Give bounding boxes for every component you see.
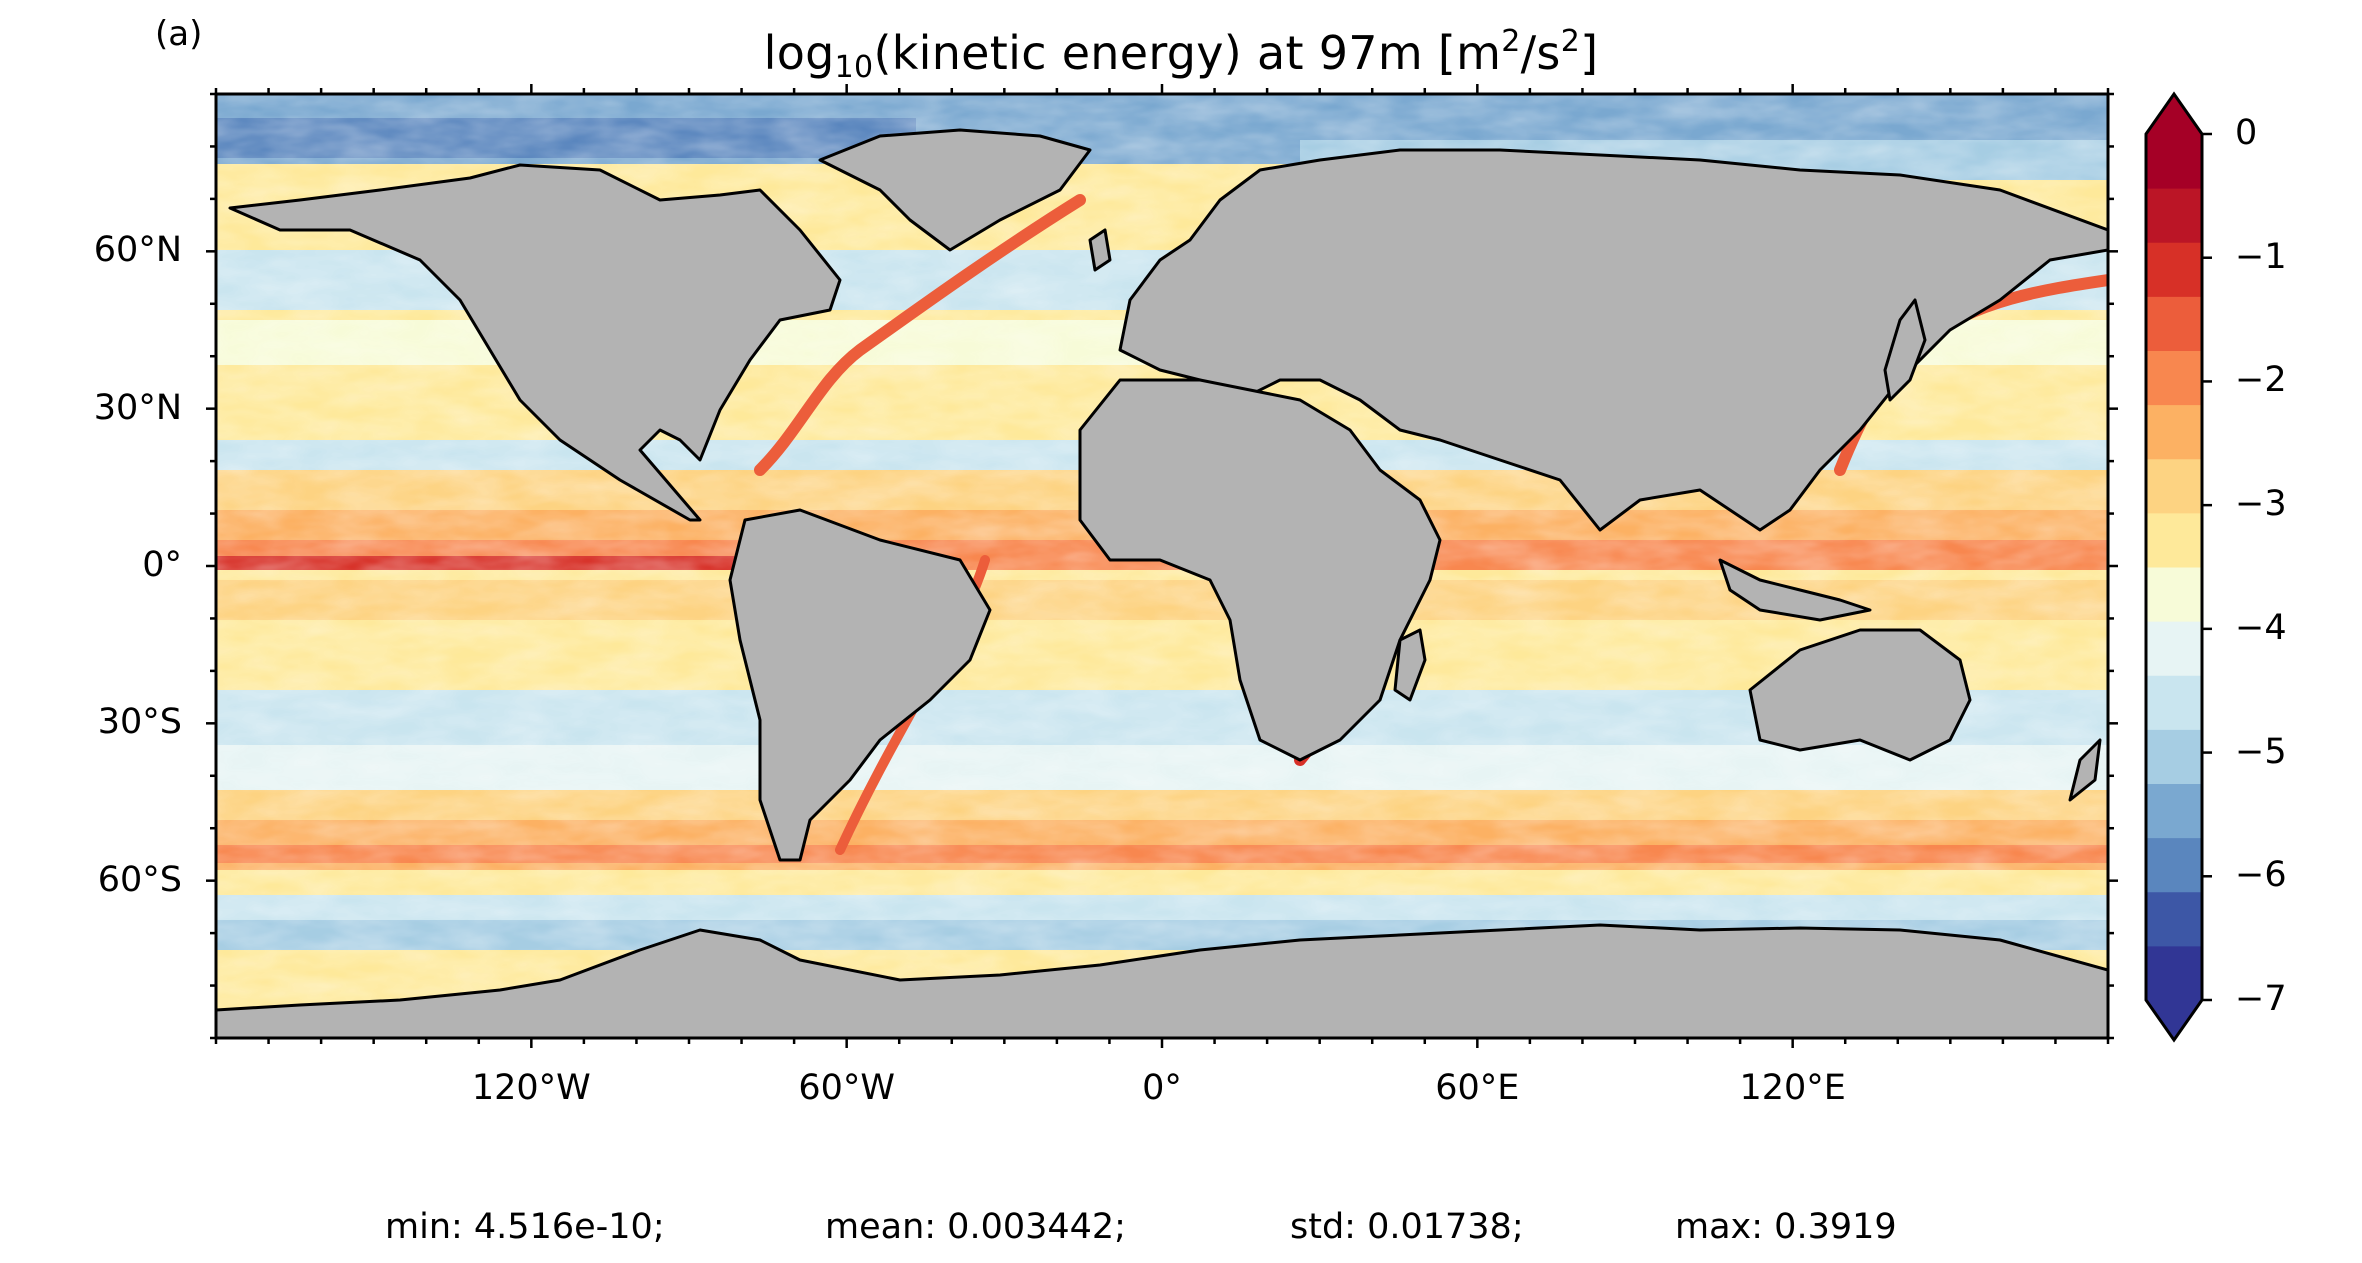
map-area <box>216 94 2108 1038</box>
colorbar-tick-label: −7 <box>2235 979 2287 1019</box>
lat-tick-label: 30°S <box>97 702 182 743</box>
lon-tick-label: 60°E <box>1435 1068 1520 1108</box>
colorbar-extend-min <box>2146 1000 2202 1040</box>
colorbar-level <box>2146 296 2202 351</box>
lon-tick-label: 120°E <box>1739 1068 1846 1108</box>
indonesia <box>1718 558 1872 622</box>
gulf-stream <box>754 194 1086 476</box>
greenland <box>818 128 1092 252</box>
colorbar-level <box>2146 945 2202 1001</box>
colorbar-level <box>2146 350 2202 406</box>
colorbar-tick-label: −1 <box>2235 236 2287 277</box>
lat-tick-label: 60°N <box>93 230 182 271</box>
stat-std: std: 0.01738; <box>1290 1207 1524 1247</box>
lon-tick-label: 0° <box>1142 1068 1182 1108</box>
panel-label: (a) <box>155 14 203 54</box>
title-superscript-1: 2 <box>1501 24 1521 59</box>
lat-tick-label: 30°N <box>93 387 182 428</box>
lon-tick-label: 60°W <box>798 1068 895 1108</box>
title-subscript: 10 <box>834 50 874 85</box>
australia <box>1748 628 1972 762</box>
colorbar-tick-label: −2 <box>2235 360 2287 401</box>
eurasia <box>1118 148 2108 532</box>
colorbar-tick-label: 0 <box>2235 113 2258 153</box>
map-ticks <box>206 84 2118 1048</box>
madagascar <box>1393 628 1427 702</box>
colorbar-level <box>2146 404 2202 460</box>
colorbar-tick-label: −6 <box>2235 855 2287 896</box>
colorbar-tick-label: −4 <box>2235 607 2287 648</box>
title-middle: (kinetic energy) at 97m [m <box>873 26 1502 80</box>
title-suffix: ] <box>1580 26 1599 80</box>
colorbar-level <box>2146 134 2202 189</box>
colorbar-level <box>2146 188 2202 243</box>
colorbar-level <box>2146 567 2202 622</box>
colorbar <box>2144 91 2212 1043</box>
colorbar-level <box>2146 891 2202 947</box>
colorbar-tick-label: −3 <box>2235 484 2287 525</box>
colorbar-tick-label: −5 <box>2235 731 2287 772</box>
stat-min: min: 4.516e-10; <box>385 1207 665 1247</box>
title-middle-2: /s <box>1520 26 1561 80</box>
title-superscript-2: 2 <box>1560 24 1581 59</box>
colorbar-level <box>2146 675 2202 730</box>
colorbar-extend-max <box>2146 94 2202 134</box>
colorbar-level <box>2146 729 2202 784</box>
colorbar-level <box>2146 837 2202 893</box>
japan <box>1883 298 1927 402</box>
stat-mean: mean: 0.003442; <box>825 1207 1126 1247</box>
north-america <box>228 163 842 522</box>
colorbar-level <box>2146 242 2202 297</box>
title-prefix: log <box>763 26 835 80</box>
lat-tick-label: 0° <box>142 545 182 585</box>
lat-tick-label: 60°S <box>97 859 182 900</box>
antarctica <box>216 923 2108 1038</box>
colorbar-level <box>2146 512 2202 568</box>
africa <box>1078 378 1442 762</box>
british-isles <box>1088 228 1112 272</box>
stat-max: max: 0.3919 <box>1675 1207 1897 1247</box>
new-zealand <box>2068 738 2102 802</box>
south-america <box>728 508 992 862</box>
plot-title: log10(kinetic energy) at 97m [m2/s2] <box>0 24 2362 85</box>
colorbar-level <box>2146 458 2202 514</box>
colorbar-level <box>2146 621 2202 676</box>
lon-tick-label: 120°W <box>471 1068 591 1108</box>
land <box>216 128 2108 1038</box>
colorbar-level <box>2146 783 2202 839</box>
